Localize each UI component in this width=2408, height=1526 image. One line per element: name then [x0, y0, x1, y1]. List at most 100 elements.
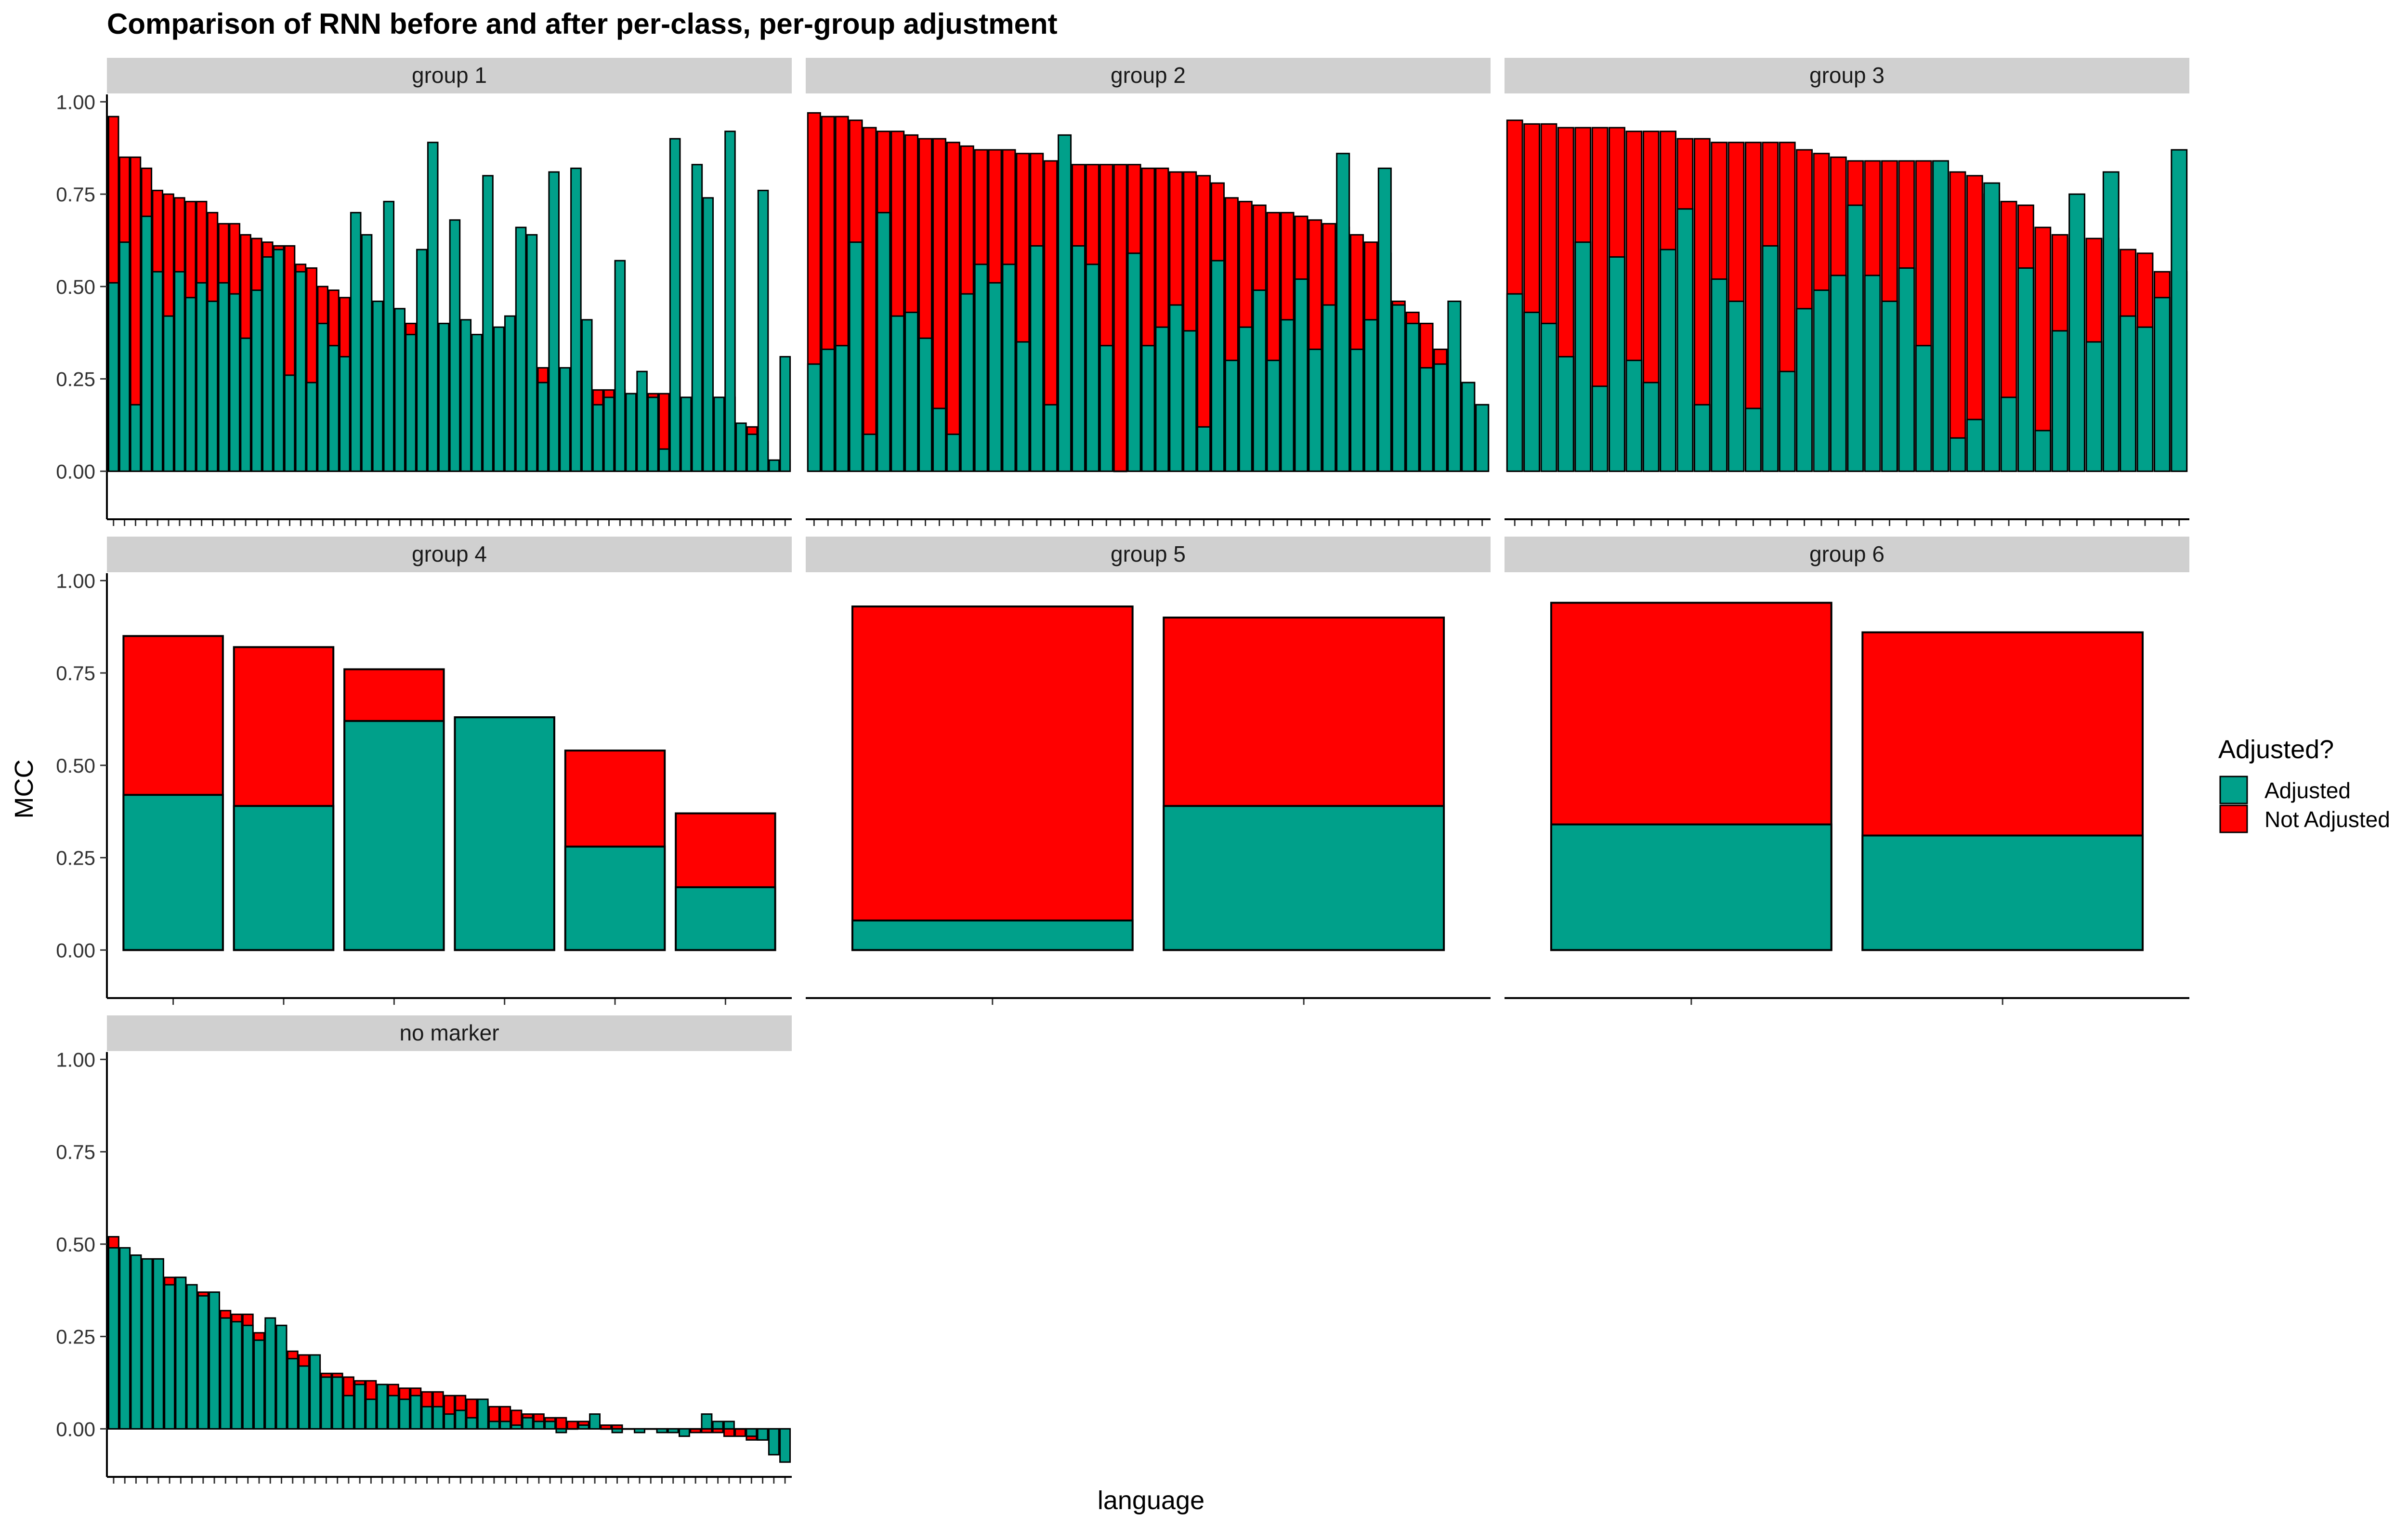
- strip-label: group 1: [412, 63, 487, 88]
- bar-adjusted: [849, 241, 863, 472]
- bar-adjusted: [207, 300, 219, 472]
- bar-adjusted: [1847, 204, 1864, 472]
- bar-adjusted: [399, 1398, 411, 1430]
- bar-adjusted: [713, 396, 725, 472]
- y-tick-label: 1.00: [56, 569, 95, 592]
- bar-adjusted: [1693, 404, 1711, 472]
- bar-adjusted: [499, 1421, 511, 1430]
- bar-adjusted: [309, 1354, 321, 1430]
- bar-adjusted: [1308, 348, 1322, 472]
- bar-adjusted: [675, 886, 776, 951]
- bar-adjusted: [1016, 341, 1030, 472]
- bar-adjusted: [1419, 367, 1434, 472]
- bar-adjusted: [1266, 359, 1281, 472]
- bar-adjusted: [1523, 312, 1541, 472]
- bar-adjusted: [1796, 308, 1813, 472]
- bar-adjusted: [253, 1339, 265, 1430]
- bar-adjusted: [1224, 359, 1239, 472]
- bar-adjusted: [680, 396, 692, 472]
- bar-adjusted: [130, 1254, 142, 1430]
- bar-adjusted: [287, 1358, 299, 1430]
- bar-adjusted: [1002, 263, 1016, 472]
- bar-adjusted: [1550, 823, 1832, 951]
- bar-adjusted: [2000, 396, 2017, 472]
- bar-adjusted: [746, 434, 758, 472]
- bar-adjusted: [1058, 134, 1072, 472]
- bar-adjusted: [559, 367, 571, 472]
- bar-adjusted: [918, 337, 933, 472]
- bar-adjusted: [974, 263, 988, 472]
- bar-adjusted: [427, 142, 439, 472]
- panel-group-6: group 6: [1505, 537, 2189, 1005]
- bar-adjusted: [1779, 370, 1796, 472]
- bar-adjusted: [1044, 404, 1058, 472]
- bar-adjusted: [1280, 319, 1295, 472]
- bar-adjusted: [757, 189, 769, 472]
- bar-adjusted: [454, 716, 555, 951]
- bar-adjusted: [1155, 326, 1169, 472]
- bar-adjusted: [2051, 330, 2068, 472]
- bar-adjusted: [488, 1421, 500, 1430]
- bar-adjusted: [835, 345, 849, 472]
- bar-adjusted: [702, 197, 714, 472]
- bar-adjusted: [376, 1383, 388, 1430]
- bar-adjusted: [548, 171, 560, 472]
- bar-adjusted: [1861, 834, 2144, 951]
- bar-adjusted: [1085, 263, 1099, 472]
- bar-adjusted: [460, 319, 472, 472]
- bar-not-adjusted: [555, 1417, 567, 1430]
- panel-group-1: group 1 0.00 0.25 0.50 0.75 1.00: [56, 58, 792, 526]
- y-tick-label: 0.00: [56, 1418, 95, 1440]
- bar-not-adjusted: [863, 127, 877, 472]
- bar-adjusted: [821, 348, 835, 472]
- bar-adjusted: [152, 271, 163, 472]
- bar-adjusted: [196, 282, 208, 472]
- y-tick-label: 0.50: [56, 754, 95, 777]
- bar-adjusted: [361, 234, 373, 472]
- bar-adjusted: [656, 1428, 668, 1434]
- bar-adjusted: [589, 1413, 601, 1430]
- strip-label: no marker: [399, 1020, 499, 1045]
- bar-adjusted: [2136, 326, 2154, 472]
- bar-adjusted: [960, 293, 974, 472]
- bar-adjusted: [735, 422, 747, 472]
- bar-adjusted: [1405, 323, 1420, 472]
- bar-adjusted: [152, 1258, 164, 1430]
- bar-adjusted: [405, 334, 417, 472]
- bar-adjusted: [1169, 304, 1183, 472]
- chart-title: Comparison of RNN before and after per-c…: [107, 8, 1058, 40]
- bar-adjusted: [184, 297, 196, 472]
- panel-group-3: group 3: [1505, 58, 2189, 526]
- bar-adjusted: [209, 1291, 221, 1430]
- y-tick-label: 0.50: [56, 276, 95, 298]
- bar-adjusted: [298, 1365, 310, 1430]
- bar-adjusted: [416, 249, 428, 472]
- bar-adjusted: [438, 323, 450, 472]
- bar-adjusted: [163, 315, 174, 472]
- bar-adjusted: [477, 1398, 489, 1430]
- bar-adjusted: [1625, 359, 1643, 472]
- bar-adjusted: [1183, 330, 1197, 472]
- panel-group-4: group 4 0.00 0.25 0.50 0.75 1.00: [56, 537, 792, 1005]
- bar-adjusted: [634, 1428, 645, 1434]
- bar-adjusted: [691, 164, 703, 472]
- bar-adjusted: [988, 282, 1002, 472]
- bar-adjusted: [264, 1317, 276, 1430]
- bar-adjusted: [220, 1317, 232, 1430]
- bar-adjusted: [904, 312, 919, 472]
- bar-adjusted: [1540, 323, 1557, 472]
- legend-label-not-adjusted: Not Adjusted: [2264, 807, 2390, 832]
- y-tick-label: 0.75: [56, 662, 95, 684]
- bar-adjusted: [449, 219, 461, 472]
- strip-no-marker: [107, 1015, 792, 1051]
- bar-adjusted: [932, 408, 946, 472]
- bar-adjusted: [510, 1424, 523, 1430]
- bar-adjusted: [603, 396, 615, 472]
- bar-adjusted: [218, 282, 230, 472]
- bar-adjusted: [1881, 300, 1898, 472]
- bar-adjusted: [432, 1406, 444, 1430]
- bar-adjusted: [275, 1325, 288, 1430]
- bar-adjusted: [614, 260, 626, 472]
- bar-adjusted: [229, 293, 240, 472]
- bar-adjusted: [1966, 419, 1983, 472]
